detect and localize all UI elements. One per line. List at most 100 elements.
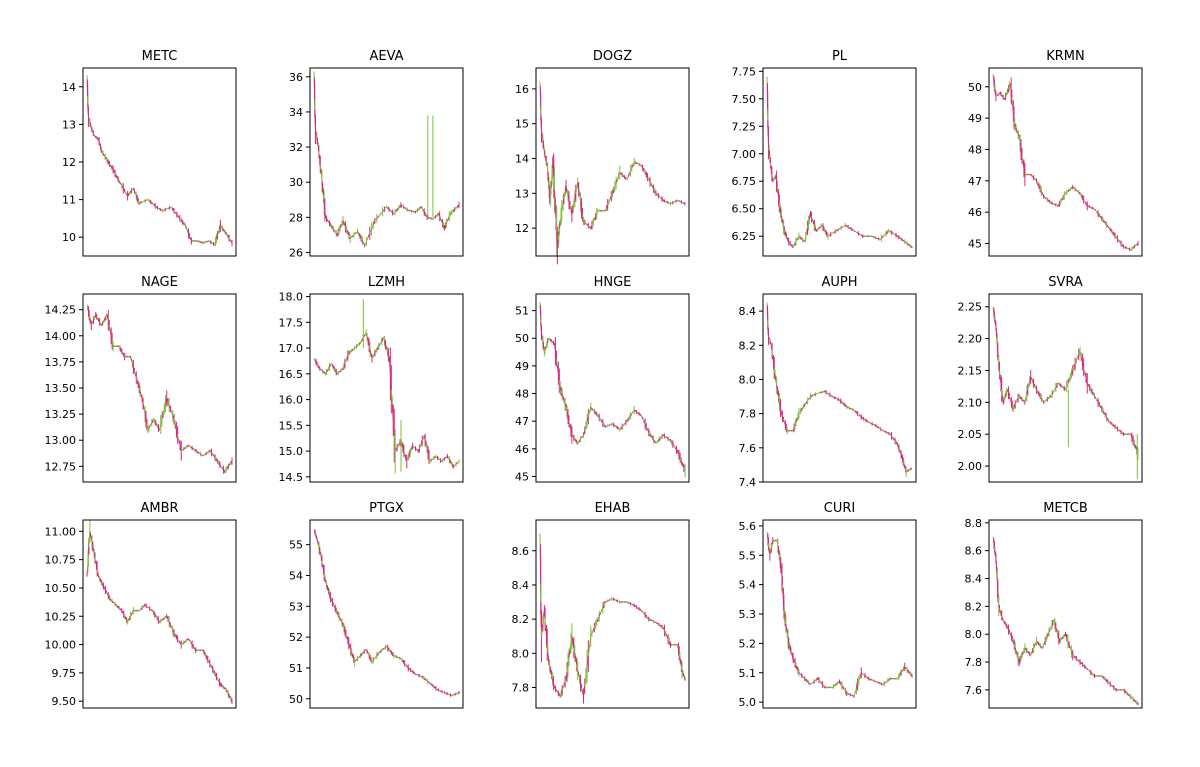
price-segment — [165, 208, 167, 211]
y-tick-label: 47 — [968, 175, 982, 188]
price-segment — [855, 231, 858, 233]
price-segment — [780, 564, 782, 571]
y-tick-label: 18.0 — [279, 291, 304, 304]
y-tick-label: 7.8 — [739, 408, 757, 421]
y-tick-label: 53 — [289, 600, 303, 613]
subplot-krmn: KRMN 45 46 47 48 49 50 — [968, 49, 1143, 257]
subplot-title: CURI — [824, 501, 855, 516]
y-tick-label: 6.75 — [732, 175, 757, 188]
y-tick-label: 7.8 — [512, 681, 530, 694]
price-segment — [229, 239, 232, 242]
price-segment — [216, 676, 218, 679]
price-segment — [650, 619, 653, 622]
price-segment — [102, 152, 105, 155]
y-tick-label: 52 — [289, 631, 303, 644]
price-segment — [403, 450, 406, 455]
price-segment — [369, 349, 372, 355]
y-tick-label: 17.0 — [279, 342, 304, 355]
y-tick-label: 6.50 — [732, 203, 757, 216]
price-segment — [320, 369, 323, 371]
price-segment — [862, 673, 864, 676]
subplot-metc: METC 10 11 12 13 14 — [62, 49, 237, 257]
y-tick-label: 13 — [62, 118, 76, 131]
y-tick-label: 5.0 — [739, 696, 757, 709]
price-segment — [124, 190, 127, 194]
y-tick-label: 5.4 — [739, 579, 757, 592]
price-segment — [456, 692, 458, 695]
subplot-ambr: AMBR 9.50 9.75 10.00 10.25 10.50 10.75 11.00 — [45, 501, 237, 709]
price-segment — [1011, 97, 1014, 105]
price-segment — [1040, 191, 1043, 195]
y-tick-label: 51 — [289, 662, 303, 675]
subplot-aeva: AEVA 26 28 30 32 34 36 — [289, 49, 464, 259]
y-tick-label: 49 — [968, 112, 982, 125]
y-tick-label: 13.00 — [45, 434, 77, 447]
price-segment — [438, 458, 440, 461]
price-segment — [324, 209, 327, 218]
subplot-title: METC — [142, 49, 178, 64]
subplot-title: AMBR — [140, 501, 178, 516]
y-tick-label: 7.4 — [739, 476, 757, 489]
price-segment — [169, 408, 173, 413]
price-segment — [805, 232, 808, 238]
price-segment — [112, 601, 115, 604]
price-segment — [1040, 397, 1043, 401]
y-tick-label: 48 — [515, 388, 529, 401]
y-tick-label: 8.0 — [739, 373, 757, 386]
subplot-title: AEVA — [369, 49, 403, 64]
subplot-title: NAGE — [141, 275, 178, 290]
price-segment — [796, 237, 799, 241]
subplot-title: DOGZ — [593, 49, 632, 64]
y-tick-label: 8.4 — [512, 579, 530, 592]
y-tick-label: 11.00 — [45, 525, 77, 538]
price-segment — [898, 448, 901, 451]
price-segment — [860, 672, 863, 675]
price-segment — [853, 230, 856, 233]
price-segment — [1034, 643, 1036, 646]
y-tick-label: 7.8 — [965, 656, 983, 669]
y-tick-label: 13 — [515, 187, 529, 200]
y-tick-label: 10.25 — [45, 610, 77, 623]
price-segment — [445, 220, 448, 224]
subplot-title: PTGX — [369, 501, 404, 516]
price-segment — [578, 189, 581, 196]
price-segment — [418, 675, 421, 677]
y-tick-label: 30 — [289, 176, 303, 189]
y-tick-label: 49 — [515, 360, 529, 373]
price-segment — [650, 183, 653, 187]
price-segment — [827, 392, 829, 395]
price-segment — [1034, 385, 1036, 388]
y-tick-label: 5.3 — [739, 608, 757, 621]
price-segment — [1008, 631, 1011, 635]
subplot-title: EHAB — [595, 501, 631, 516]
subplot-title: LZMH — [368, 275, 405, 290]
y-tick-label: 8.6 — [512, 545, 530, 558]
y-tick-label: 15.5 — [279, 419, 304, 432]
price-segment — [220, 225, 222, 228]
plot-frame — [82, 67, 237, 257]
y-tick-label: 5.2 — [739, 637, 757, 650]
price-segment — [788, 241, 790, 243]
plot-frame — [762, 519, 917, 709]
price-segment — [378, 344, 381, 347]
y-tick-label: 14.5 — [279, 471, 304, 484]
y-tick-label: 50 — [289, 693, 303, 706]
price-segment — [108, 325, 111, 331]
y-tick-label: 6.25 — [732, 230, 757, 243]
price-segment — [1107, 419, 1110, 422]
y-tick-label: 12 — [515, 222, 529, 235]
plot-frame — [535, 67, 690, 257]
subplot-pl: PL 6.25 6.50 6.75 7.00 7.25 7.50 7.75 — [732, 49, 917, 257]
y-tick-label: 7.50 — [732, 93, 757, 106]
y-tick-label: 12.75 — [45, 460, 77, 473]
y-tick-label: 8.4 — [739, 305, 757, 318]
price-segment — [450, 694, 452, 697]
y-tick-label: 10 — [62, 231, 76, 244]
price-segment — [615, 179, 618, 184]
y-tick-label: 13.50 — [45, 382, 77, 395]
y-tick-label: 14 — [515, 153, 529, 166]
y-tick-label: 10.75 — [45, 554, 77, 567]
y-tick-label: 8.0 — [512, 647, 530, 660]
price-segment — [1068, 644, 1071, 649]
price-segment — [363, 334, 366, 337]
